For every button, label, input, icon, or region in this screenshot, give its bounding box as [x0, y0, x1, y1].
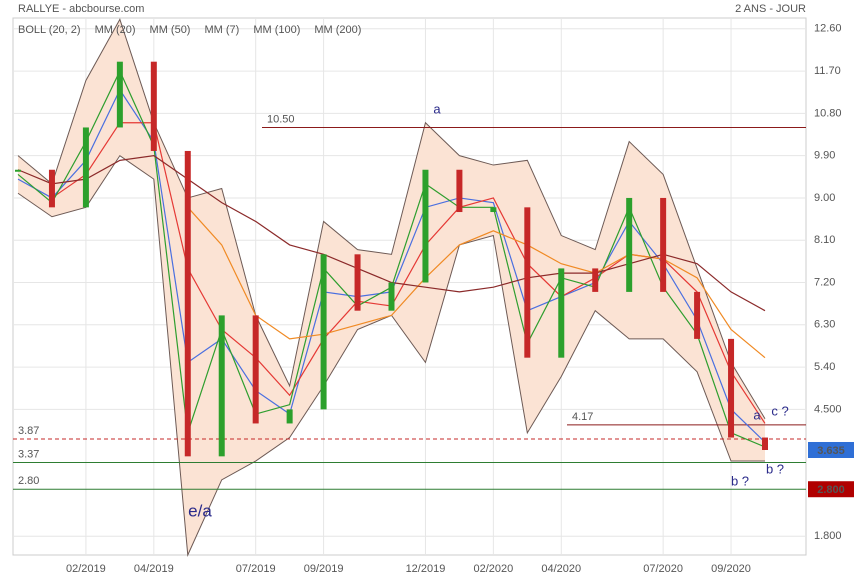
y-tick-label: 9.00 [814, 192, 835, 204]
candle [728, 338, 735, 438]
level-label: 10.50 [267, 113, 295, 125]
y-tick-label: 10.80 [814, 107, 842, 119]
candle [82, 127, 89, 208]
y-tick-label: 8.10 [814, 234, 835, 246]
candle [218, 315, 225, 457]
legend-entry: MM (20) [95, 24, 136, 36]
x-tick-label: 04/2020 [541, 563, 581, 575]
x-tick-label: 09/2020 [711, 563, 751, 575]
y-tick-label: 9.90 [814, 150, 835, 162]
chart-title: RALLYE - abcbourse.com [18, 3, 144, 15]
candle [626, 197, 633, 292]
candle [184, 150, 191, 457]
legend-entry: MM (200) [314, 24, 361, 36]
level-label: 2.80 [18, 475, 39, 487]
candle [558, 268, 565, 358]
candle [456, 169, 463, 213]
legend-entry: BOLL (20, 2) [18, 24, 81, 36]
annotation: a [433, 101, 441, 116]
x-tick-label: 07/2019 [236, 563, 276, 575]
candle [388, 282, 395, 311]
y-tick-label: 11.70 [814, 65, 841, 77]
price-badge [808, 441, 854, 458]
candle [422, 169, 429, 283]
x-tick-label: 02/2020 [473, 563, 513, 575]
level-label: 3.37 [18, 448, 39, 460]
candle [252, 315, 259, 424]
y-tick-label: 1.800 [814, 530, 842, 542]
x-tick-label: 09/2019 [304, 563, 344, 575]
candle [320, 254, 327, 410]
annotation: e/a [188, 501, 212, 520]
ma-line [187, 206, 766, 359]
candle [524, 207, 531, 358]
price-badge [808, 481, 854, 498]
price-badge-label: 2.800 [817, 484, 845, 496]
candle [694, 291, 701, 339]
candle [15, 169, 21, 172]
x-tick-label: 04/2019 [134, 563, 174, 575]
y-tick-label: 6.30 [814, 319, 835, 331]
candle [354, 254, 361, 311]
candle [286, 409, 293, 424]
candle [490, 207, 497, 213]
legend-entry: MM (100) [253, 24, 300, 36]
y-tick-label: 7.20 [814, 276, 835, 288]
y-tick-label: 5.40 [814, 361, 835, 373]
x-tick-label: 02/2019 [66, 563, 106, 575]
annotation: b ? [731, 473, 749, 488]
x-tick-label: 12/2019 [406, 563, 446, 575]
candle [592, 268, 599, 292]
annotation: a [753, 407, 761, 422]
candle [116, 61, 123, 128]
level-label: 3.87 [18, 425, 39, 437]
legend-entry: MM (50) [150, 24, 191, 36]
candle [150, 61, 157, 151]
candle [48, 169, 55, 208]
band-upper [17, 18, 766, 420]
annotation: b ? [766, 461, 784, 476]
candle [660, 197, 667, 292]
annotation: c ? [771, 403, 788, 418]
chart-subtitle: 2 ANS - JOUR [735, 3, 806, 15]
y-tick-label: 4.500 [814, 403, 842, 415]
y-tick-label: 12.60 [814, 23, 842, 35]
level-label: 4.17 [572, 411, 593, 423]
x-tick-label: 07/2020 [643, 563, 683, 575]
legend-entry: MM (7) [204, 24, 239, 36]
candle [762, 437, 768, 450]
price-badge-label: 3.635 [817, 445, 845, 457]
